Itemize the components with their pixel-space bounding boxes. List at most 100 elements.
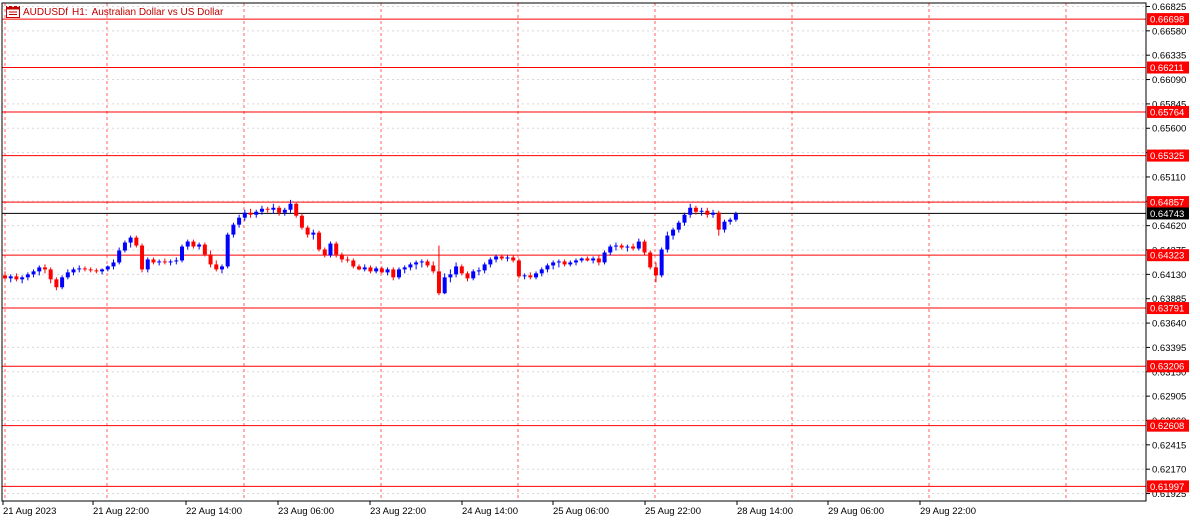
candle-body [454, 266, 459, 275]
candle-body [516, 260, 521, 277]
x-tick-label: 28 Aug 14:00 [737, 506, 793, 517]
x-tick-label: 25 Aug 22:00 [645, 506, 701, 517]
candle-body [476, 270, 481, 272]
timeframe-label: H1: [72, 6, 88, 18]
y-tick-label: 0.63395 [1152, 343, 1186, 354]
y-tick-label: 0.63640 [1152, 319, 1186, 330]
candle-body [442, 277, 447, 294]
candle-body [465, 273, 470, 279]
candle-body [716, 212, 721, 230]
candle-body [511, 257, 516, 261]
chart-frame-layer [1, 2, 1147, 502]
candle-body [100, 269, 105, 272]
candle-body [20, 277, 25, 280]
y-tick-label: 0.66580 [1152, 26, 1186, 37]
candle-body [591, 258, 596, 261]
candle-body [60, 277, 65, 288]
candle-body [197, 244, 202, 247]
candle-body [408, 264, 413, 268]
plot-frame [1, 2, 1147, 502]
candle-body [288, 203, 293, 210]
level-price-label: 0.64857 [1150, 198, 1184, 209]
candle-body [168, 261, 173, 263]
candle-body [699, 210, 704, 212]
candle-body [305, 227, 310, 235]
candle-body [271, 207, 276, 210]
candle-body [488, 259, 493, 265]
candle-body [162, 261, 167, 263]
x-tick-label: 25 Aug 06:00 [553, 506, 609, 517]
candle-body [265, 208, 270, 210]
y-tick-label: 0.66090 [1152, 75, 1186, 86]
candle-body [568, 262, 573, 265]
candle-body [71, 269, 76, 273]
candle-body [219, 266, 224, 270]
candle-body [14, 276, 19, 280]
candle-body [551, 262, 556, 266]
candle-body [693, 207, 698, 212]
candle-body [602, 252, 607, 263]
candle-body [208, 254, 213, 265]
candle-body [556, 261, 561, 263]
y-tick-label: 0.63885 [1152, 294, 1186, 305]
candle-body [282, 209, 287, 213]
level-price-box [1147, 149, 1189, 162]
candle-body [254, 211, 259, 215]
candle-body [379, 268, 384, 273]
level-price-box [1147, 419, 1189, 432]
x-tick-label: 23 Aug 06:00 [278, 506, 334, 517]
bid-price-label: 0.64743 [1150, 209, 1184, 220]
candle-body [237, 217, 242, 225]
candle-body [636, 241, 641, 249]
level-price-box [1147, 480, 1189, 493]
candle-body [339, 254, 344, 260]
candle-body [105, 266, 110, 270]
level-price-label: 0.66698 [1150, 15, 1184, 26]
candle-body [402, 267, 407, 270]
level-price-label: 0.66211 [1150, 63, 1184, 74]
candle-body [471, 271, 476, 279]
candle-body [374, 268, 379, 272]
candle-body [385, 269, 390, 273]
level-price-label: 0.65764 [1150, 107, 1184, 118]
candle-body [317, 232, 322, 250]
x-tick-label: 21 Aug 22:00 [93, 506, 149, 517]
candle-body [539, 269, 544, 274]
candle-body [31, 271, 36, 275]
candle-body [619, 245, 624, 248]
candle-body [311, 232, 316, 235]
level-price-box [1147, 61, 1189, 74]
candles-layer [3, 199, 738, 296]
candle-body [259, 208, 264, 212]
y-tick-label: 0.66825 [1152, 2, 1186, 13]
candle-body [448, 274, 453, 278]
level-price-label: 0.63206 [1150, 362, 1184, 373]
candle-body [499, 256, 504, 259]
level-price-label: 0.62608 [1150, 421, 1184, 432]
y-tick-label: 0.65600 [1152, 124, 1186, 135]
candle-body [225, 234, 230, 267]
candle-body [82, 268, 87, 270]
axis-layer: 0.66825 0.66580 0.66335 0.66090 0.65845 0.656… [2, 2, 1189, 517]
candle-body [722, 221, 727, 230]
candle-body [562, 261, 567, 265]
x-tick-label: 23 Aug 22:00 [370, 506, 426, 517]
candle-body [648, 252, 653, 268]
y-tick-label: 0.62415 [1152, 440, 1186, 451]
y-tick-label: 0.64620 [1152, 221, 1186, 232]
candle-body [596, 258, 601, 263]
candle-body [585, 258, 590, 261]
candle-body [425, 261, 430, 266]
level-price-box [1147, 196, 1189, 209]
candle-body [94, 270, 99, 272]
candle-body [522, 275, 527, 277]
candle-body [368, 267, 373, 272]
candle-body [574, 260, 578, 263]
level-price-label: 0.63791 [1150, 304, 1184, 315]
candle-body [534, 273, 539, 278]
level-price-label: 0.64323 [1150, 251, 1184, 262]
level-price-box [1147, 105, 1189, 118]
candle-body [396, 269, 401, 278]
candle-body [459, 266, 464, 274]
